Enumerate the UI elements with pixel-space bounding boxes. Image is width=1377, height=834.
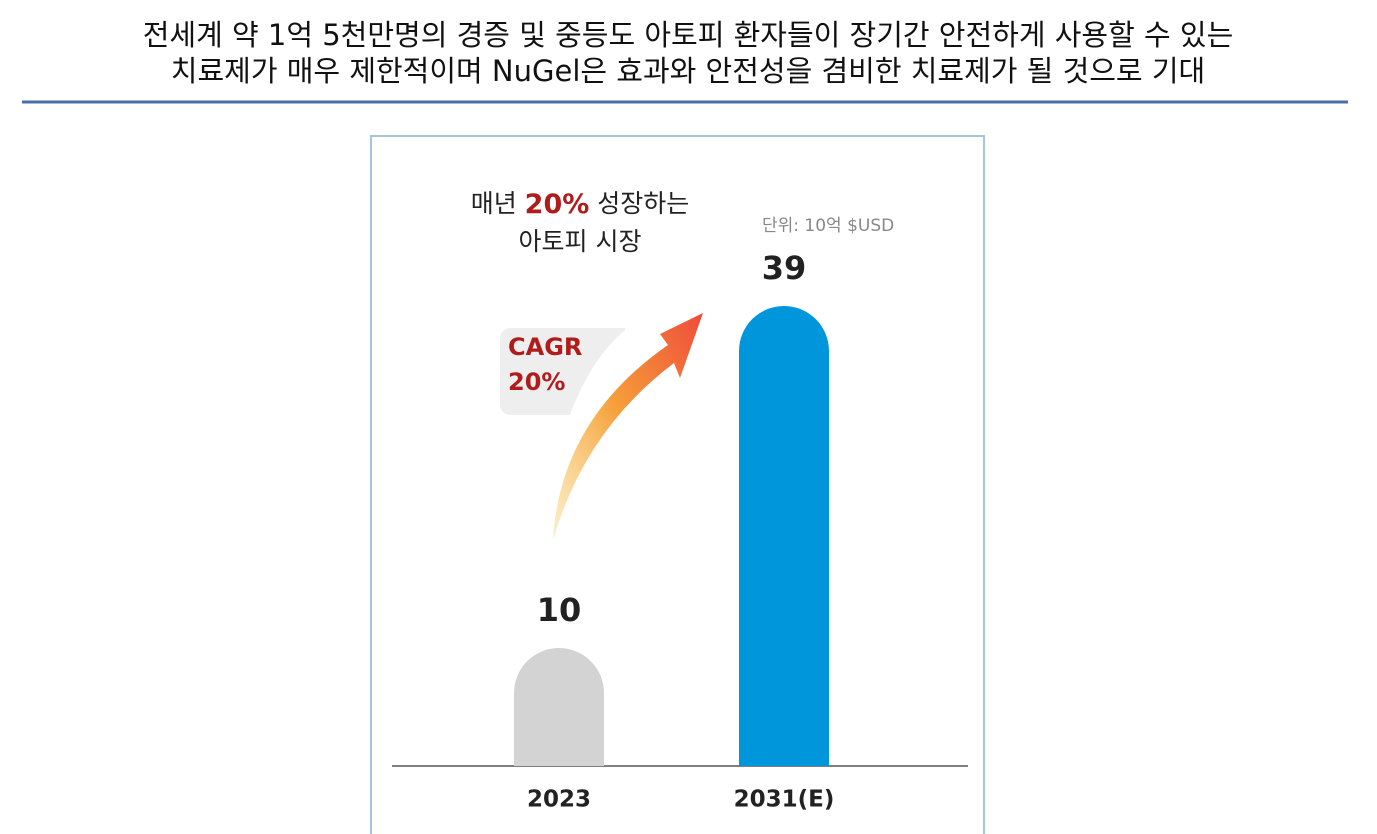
growth-note-rate: 20%: [525, 189, 590, 220]
growth-note-text: 성장하는: [597, 189, 689, 218]
growth-note-text: 매년: [471, 189, 517, 218]
bar: [739, 306, 829, 766]
chart-frame: [370, 135, 985, 834]
cagr-text: 20%: [508, 368, 565, 396]
growth-note-text: 아토피 시장: [519, 227, 642, 256]
bar: [514, 648, 604, 766]
value-label: 10: [537, 591, 582, 629]
x-tick-label: 2031(E): [734, 787, 835, 813]
value-label: 39: [762, 249, 807, 287]
cagr-text: CAGR: [508, 333, 582, 361]
x-tick-label: 2023: [527, 787, 591, 813]
cagr-box: [500, 328, 625, 415]
headline-line: 치료제가 매우 제한적이며 NuGel은 효과와 안전성을 겸비한 치료제가 될…: [171, 54, 1205, 88]
growth-note: 매년 20% 성장하는: [471, 189, 690, 220]
headline-line: 전세계 약 1억 5천만명의 경증 및 중등도 아토피 환자들이 장기간 안전하…: [143, 18, 1234, 52]
growth-arrow: [553, 313, 703, 540]
unit-note: 단위: 10억 $USD: [762, 216, 894, 236]
